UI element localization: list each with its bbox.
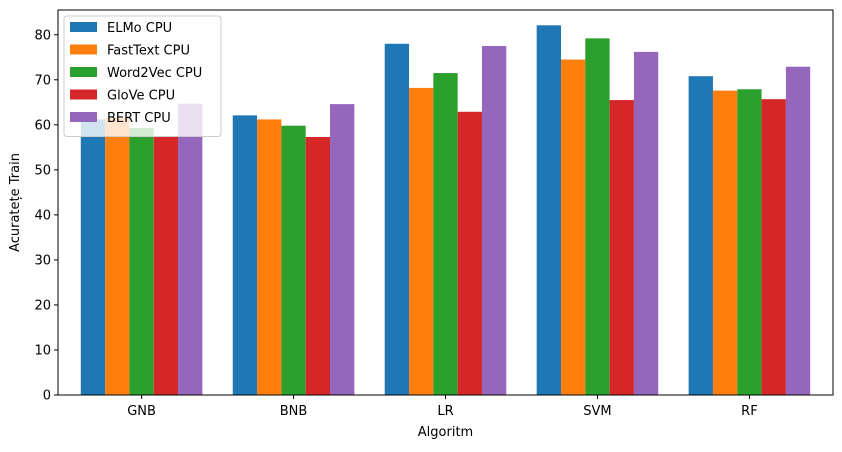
y-tick-label: 50 — [34, 163, 51, 178]
x-tick-label: SVM — [583, 404, 611, 419]
bar-lr-series-5 — [481, 46, 507, 396]
x-tick-label: LR — [437, 404, 453, 419]
bar-bnb-series-4 — [305, 136, 331, 396]
bar-gnb-series-5 — [178, 103, 203, 395]
legend-swatch — [70, 22, 97, 32]
y-tick-label: 40 — [34, 208, 51, 223]
bar-svm-series-3 — [585, 38, 610, 396]
bar-bnb-series-2 — [257, 119, 282, 396]
y-tick-label: 0 — [43, 389, 51, 404]
bars-layer — [80, 25, 811, 396]
bar-gnb-series-4 — [153, 136, 179, 395]
bar-rf-series-5 — [785, 66, 811, 396]
bar-gnb-series-2 — [105, 118, 130, 395]
bar-svm-series-1 — [536, 25, 561, 396]
chart-legend: ELMo CPU FastText CPU Word2Vec CPU GloVe CP… — [63, 15, 222, 137]
x-tick-label: RF — [741, 404, 758, 419]
bar-svm-series-2 — [560, 59, 586, 395]
legend-swatch — [70, 67, 97, 77]
legend-label: ELMo CPU — [107, 21, 172, 36]
bar-bnb-series-5 — [330, 104, 355, 396]
bar-bnb-series-3 — [281, 125, 306, 395]
legend-label: BERT CPU — [107, 111, 171, 126]
bar-lr-series-2 — [409, 87, 434, 396]
x-axis-title: Algoritm — [418, 425, 473, 440]
y-tick-label: 60 — [34, 118, 51, 133]
y-tick-label: 30 — [34, 253, 51, 268]
bar-gnb-series-1 — [80, 119, 106, 396]
legend-box — [63, 15, 222, 137]
legend-label: GloVe CPU — [107, 89, 175, 104]
y-tick-label: 80 — [34, 28, 51, 43]
bar-bnb-series-1 — [232, 115, 258, 396]
bar-rf-series-4 — [761, 99, 786, 395]
bar-svm-series-5 — [633, 51, 659, 395]
legend-label: Word2Vec CPU — [107, 66, 202, 81]
legend-swatch — [70, 112, 97, 122]
y-tick-label: 10 — [34, 343, 51, 358]
bar-svm-series-4 — [609, 100, 634, 395]
bar-gnb-series-3 — [129, 127, 154, 395]
axes-layer: 0 10 20 30 40 50 60 70 80 GNB BNB LR SVM RF — [34, 9, 834, 419]
bar-rf-series-2 — [712, 90, 738, 395]
bar-lr-series-4 — [457, 111, 482, 396]
legend-swatch — [70, 89, 97, 100]
legend-swatch — [70, 44, 97, 55]
bar-lr-series-3 — [433, 73, 458, 395]
x-tick-label: GNB — [127, 404, 156, 419]
bar-rf-series-1 — [688, 76, 713, 395]
legend-label: FastText CPU — [107, 44, 190, 59]
bar-lr-series-1 — [384, 43, 410, 396]
y-axis-title: Acuratețe Train — [8, 153, 23, 252]
y-tick-label: 70 — [34, 73, 51, 88]
x-tick-label: BNB — [280, 404, 308, 419]
y-tick-label: 20 — [34, 298, 51, 313]
bar-rf-series-3 — [737, 89, 762, 395]
